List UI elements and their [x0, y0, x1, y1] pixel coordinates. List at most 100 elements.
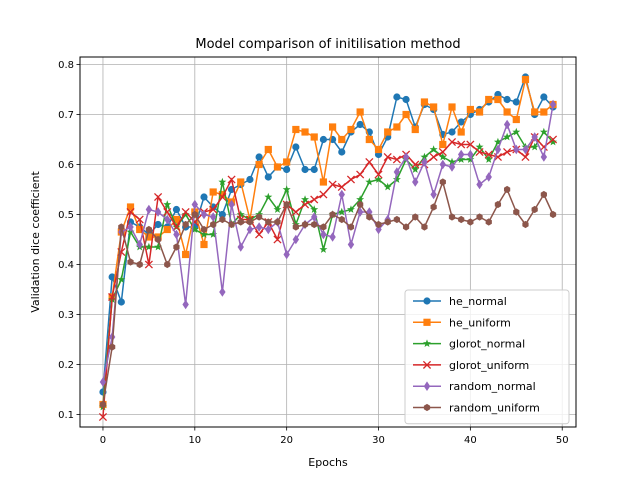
- data-point: [311, 212, 318, 222]
- data-point: [539, 127, 548, 136]
- data-point: [237, 218, 244, 226]
- data-point: [255, 230, 264, 239]
- data-point: [301, 128, 309, 136]
- data-point: [411, 165, 420, 173]
- data-point: [374, 170, 383, 179]
- legend-label: he_uniform: [449, 316, 511, 329]
- x-stroke: [447, 137, 457, 147]
- data-point: [255, 153, 263, 161]
- data-point: [319, 190, 328, 199]
- data-point: [430, 189, 437, 200]
- data-point: [540, 152, 548, 162]
- data-point: [135, 215, 144, 224]
- legend-item: he_normal: [413, 295, 507, 308]
- data-point: [145, 204, 153, 215]
- data-point: [209, 212, 217, 222]
- data-point: [347, 239, 355, 250]
- y-tick-label: 0.4: [58, 260, 74, 271]
- data-point: [264, 192, 273, 201]
- data-point: [402, 152, 410, 162]
- data-point: [283, 165, 291, 174]
- data-point: [255, 222, 263, 232]
- data-point: [126, 203, 135, 211]
- data-point: [522, 144, 529, 155]
- x-tick-label: 40: [464, 435, 477, 446]
- data-point: [190, 225, 199, 233]
- data-point: [320, 229, 327, 240]
- data-point: [163, 207, 172, 217]
- data-point: [145, 225, 153, 234]
- data-point: [173, 243, 180, 251]
- data-point: [512, 115, 520, 124]
- data-point: [438, 152, 447, 161]
- data-point: [218, 192, 227, 202]
- data-point: [420, 152, 429, 161]
- data-point: [366, 213, 373, 221]
- data-point: [412, 213, 419, 221]
- data-point: [218, 210, 226, 219]
- legend-item: random_uniform: [413, 402, 540, 415]
- data-point: [549, 99, 557, 110]
- data-point: [412, 177, 419, 187]
- data-point: [448, 213, 456, 221]
- legend-item: glorot_normal: [413, 338, 525, 351]
- data-point: [173, 229, 180, 240]
- data-point: [274, 218, 281, 226]
- data-point: [209, 230, 218, 238]
- data-point: [246, 218, 254, 226]
- legend-marker: [423, 403, 431, 412]
- x-tick-label: 0: [100, 435, 106, 446]
- legend-label: glorot_normal: [449, 338, 525, 351]
- data-point: [99, 377, 107, 387]
- data-point: [457, 128, 465, 136]
- data-point: [319, 245, 328, 253]
- data-point: [264, 173, 272, 181]
- data-point: [512, 127, 521, 136]
- plot-frame: [79, 56, 577, 428]
- data-point: [503, 119, 511, 130]
- x-stroke: [255, 230, 264, 239]
- data-point: [475, 142, 484, 151]
- data-point: [522, 220, 529, 229]
- x-tick-label: 10: [188, 435, 201, 446]
- x-tick-label: 20: [280, 435, 293, 446]
- data-point: [283, 249, 290, 260]
- data-point: [200, 230, 208, 238]
- legend-box: [404, 289, 570, 425]
- data-point: [393, 167, 401, 177]
- data-point: [448, 103, 456, 111]
- x-stroke: [144, 260, 153, 269]
- data-point: [393, 93, 401, 101]
- data-point: [346, 205, 355, 213]
- data-point: [219, 287, 226, 297]
- legend-item: glorot_uniform: [413, 359, 529, 372]
- data-point: [273, 235, 282, 244]
- data-point: [476, 213, 483, 221]
- data-point: [291, 207, 300, 217]
- data-point: [485, 218, 492, 226]
- data-point: [154, 242, 163, 251]
- x-stroke: [126, 207, 135, 217]
- data-point: [531, 205, 538, 214]
- data-point: [540, 93, 548, 101]
- data-point: [283, 158, 291, 166]
- x-stroke: [466, 140, 475, 149]
- data-point: [521, 75, 530, 84]
- data-point: [540, 108, 548, 116]
- data-point: [383, 152, 392, 162]
- legend-marker: [422, 360, 432, 369]
- chart-title: Model comparison of initilisation method: [195, 37, 460, 52]
- x-stroke: [291, 207, 300, 217]
- data-point: [421, 223, 428, 231]
- data-point: [374, 145, 383, 154]
- data-point: [311, 220, 318, 229]
- x-stroke: [475, 147, 484, 157]
- data-point: [337, 182, 346, 192]
- data-point: [438, 147, 447, 157]
- x-stroke: [346, 175, 356, 184]
- data-point: [182, 220, 189, 229]
- data-point: [228, 220, 235, 229]
- data-point: [264, 145, 272, 154]
- data-point: [374, 175, 383, 183]
- data-point: [448, 128, 456, 136]
